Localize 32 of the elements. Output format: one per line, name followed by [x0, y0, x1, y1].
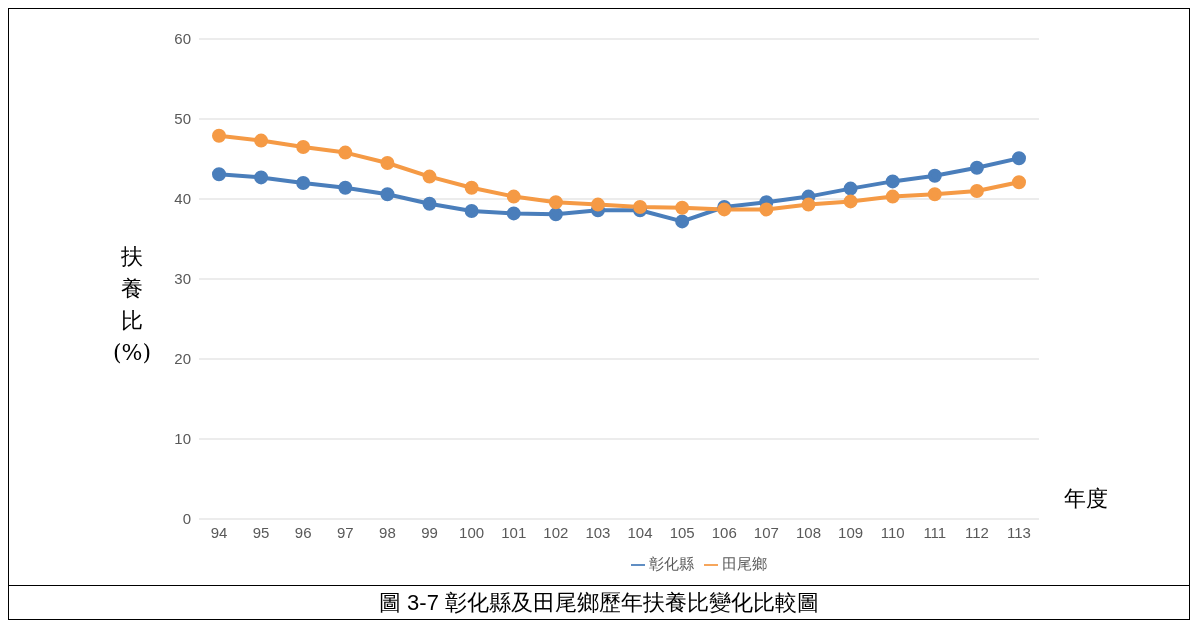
y-tick-label: 20 — [174, 350, 191, 368]
x-tick-label: 111 — [923, 523, 947, 541]
x-tick-label: 105 — [669, 523, 695, 541]
x-tick-label: 113 — [1007, 523, 1031, 541]
x-tick-label: 100 — [459, 523, 485, 541]
x-tick-label: 102 — [543, 523, 569, 541]
x-tick-label: 108 — [795, 523, 821, 541]
x-tick-label: 94 — [210, 523, 228, 541]
x-tick-label: 95 — [252, 523, 270, 541]
x-tick-label: 110 — [880, 523, 905, 541]
x-axis-title: 年度 — [1064, 485, 1108, 513]
x-tick-label: 99 — [421, 523, 438, 541]
x-tick-label: 109 — [838, 523, 864, 541]
caption: 圖 3-7 彰化縣及田尾鄉歷年扶養比變化比較圖 — [9, 585, 1189, 620]
x-tick-label: 101 — [501, 523, 527, 541]
y-tick-label: 10 — [174, 430, 191, 448]
y-tick-label: 40 — [174, 190, 191, 208]
x-tick-label: 112 — [964, 523, 989, 541]
y-axis-title: 扶養比(%) — [111, 243, 153, 367]
x-tick-label: 104 — [627, 523, 653, 541]
x-tick-label: 107 — [753, 523, 779, 541]
x-tick-label: 106 — [711, 523, 737, 541]
y-tick-label: 50 — [174, 110, 191, 128]
x-tick-label: 96 — [294, 523, 312, 541]
x-tick-label: 97 — [336, 523, 354, 541]
x-tick-label: 103 — [585, 523, 611, 541]
x-tick-label: 98 — [379, 523, 396, 541]
y-tick-label: 30 — [174, 270, 191, 288]
y-tick-label: 60 — [174, 30, 191, 48]
y-tick-label: 0 — [182, 510, 191, 528]
legend-label: 彰化縣 — [649, 555, 694, 573]
legend-label: 田尾鄉 — [722, 555, 767, 573]
